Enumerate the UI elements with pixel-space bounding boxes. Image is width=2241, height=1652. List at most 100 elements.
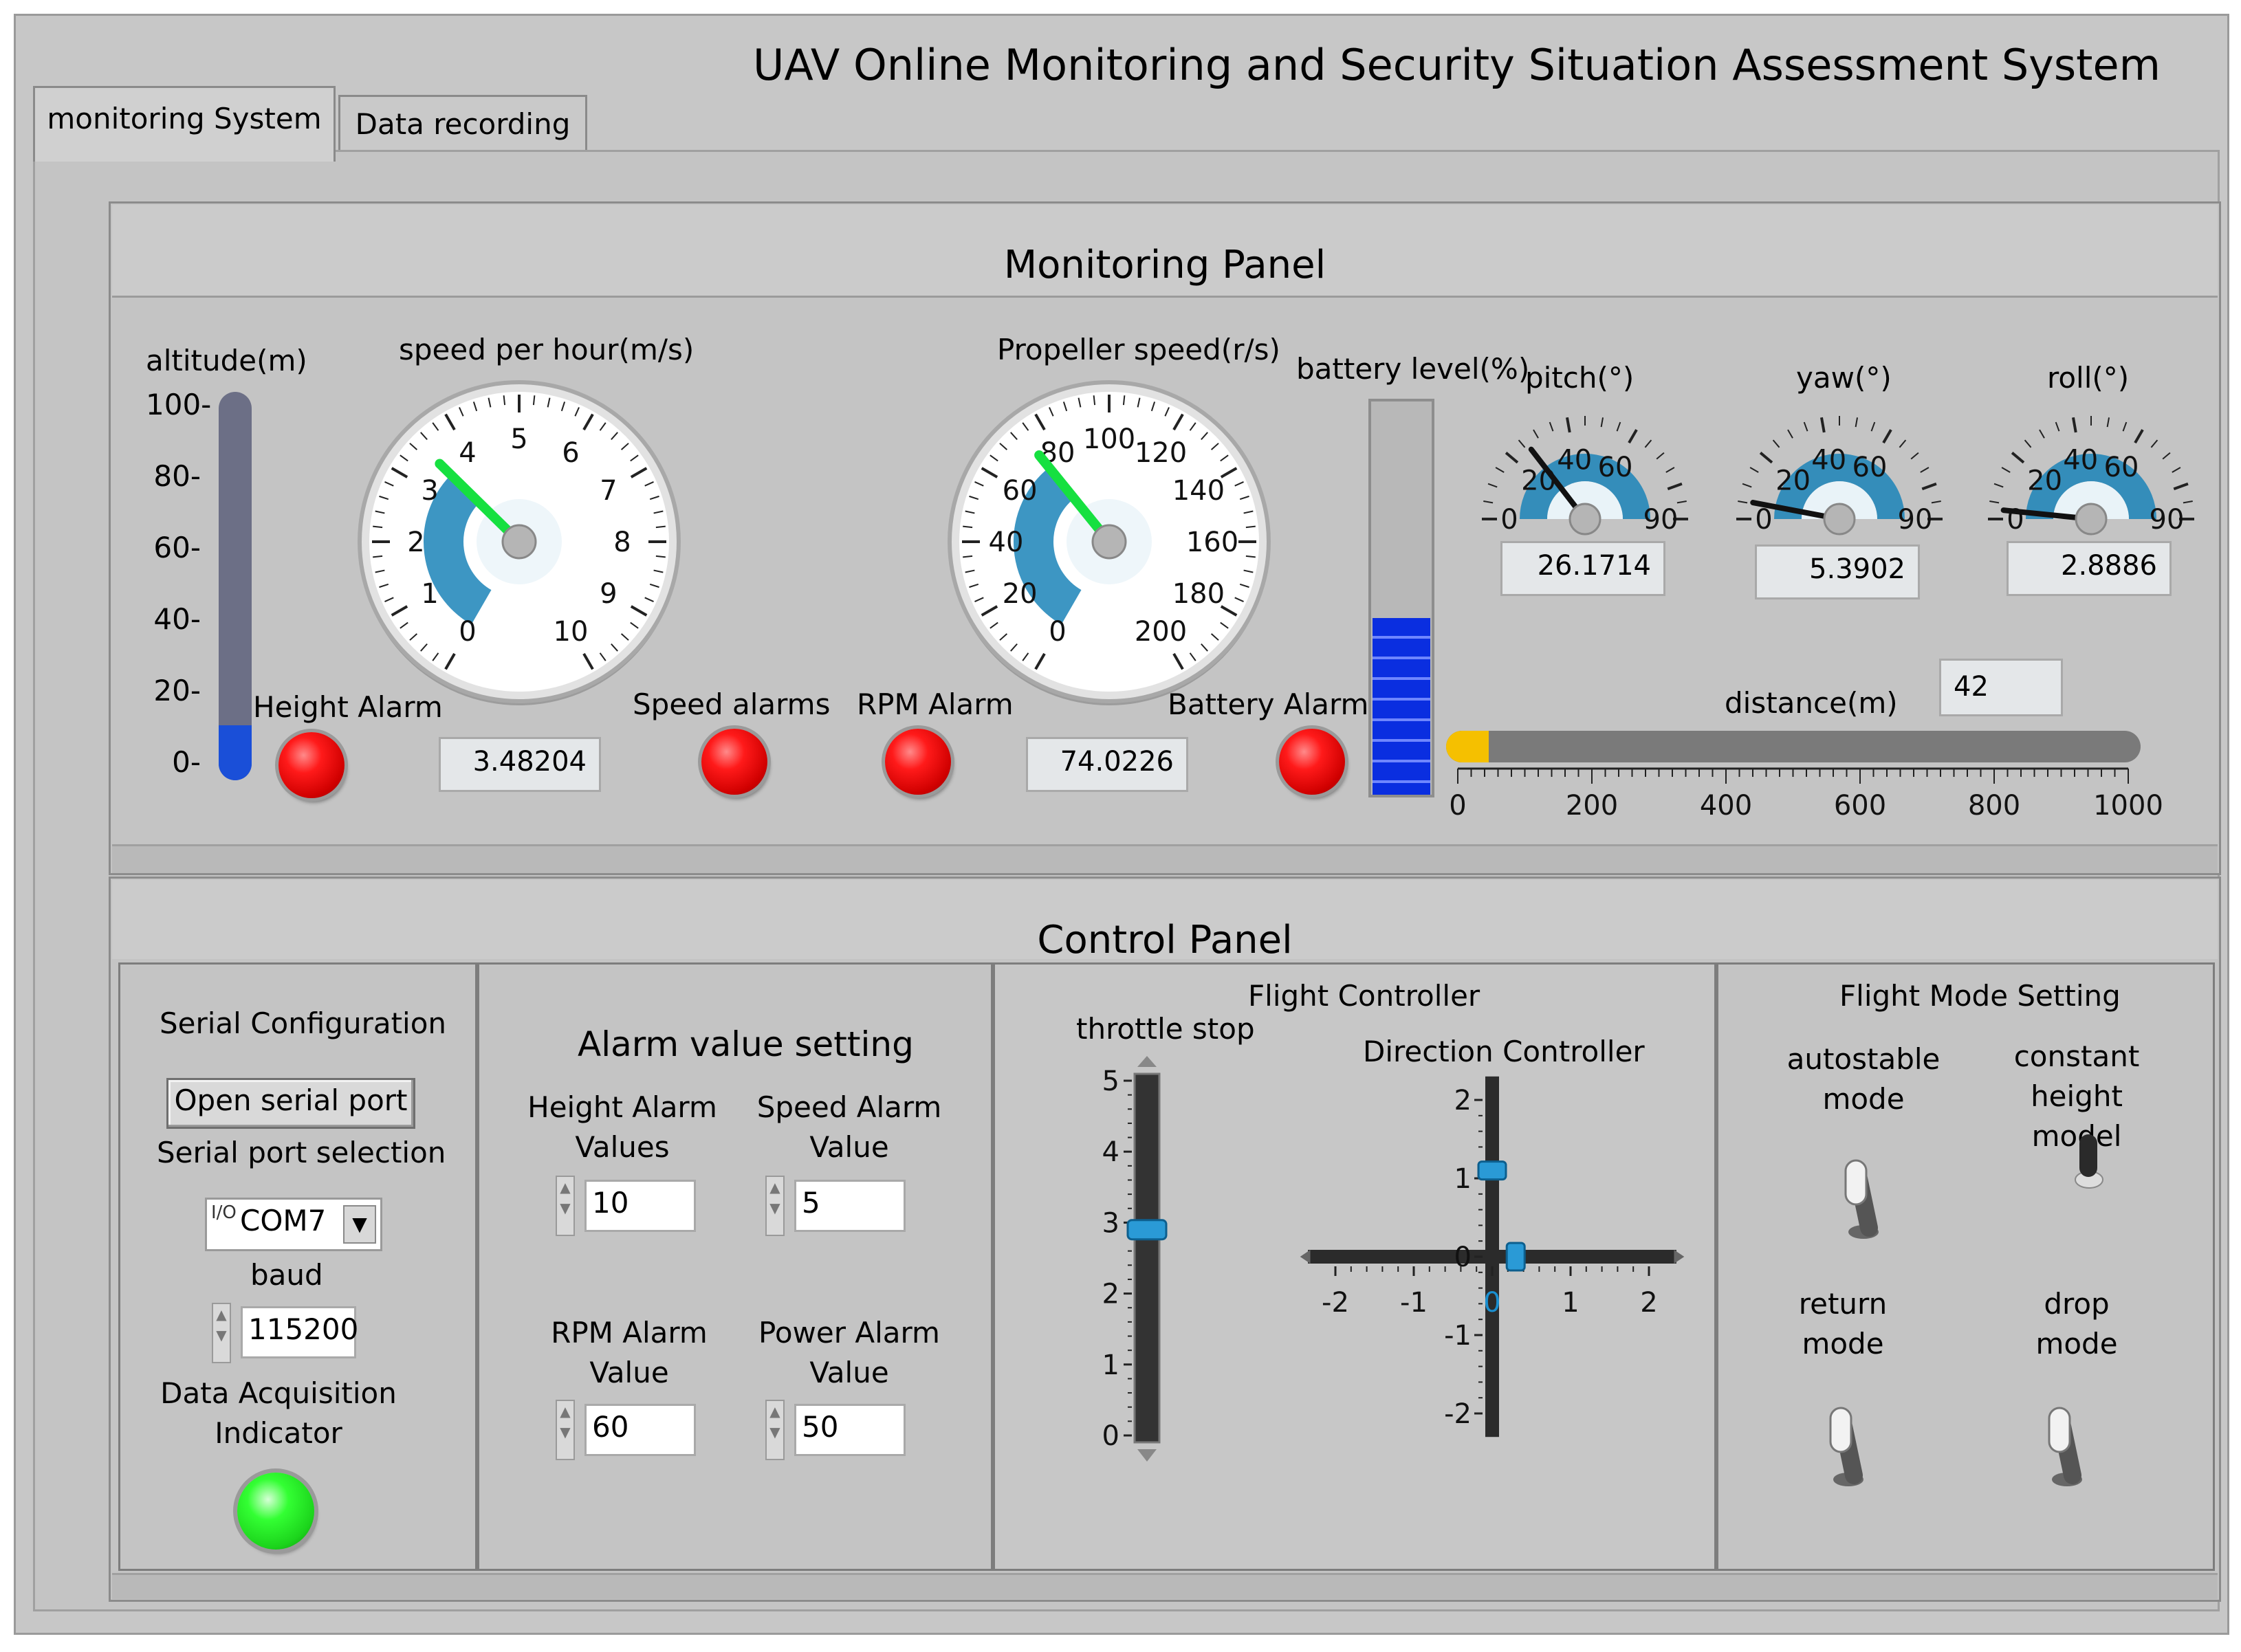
- speed-gauge-tick: [472, 401, 478, 412]
- throttle-slider[interactable]: 5 4 3 2 1 0: [1073, 1052, 1210, 1471]
- tab-data-recording[interactable]: Data recording: [338, 95, 587, 151]
- pitch-label: pitch(°): [1525, 361, 1635, 395]
- open-serial-port-button[interactable]: Open serial port: [166, 1078, 415, 1129]
- pitch-gauge-tick-label: 90: [1643, 504, 1679, 536]
- rpm-alarm-label-line2: Value: [589, 1356, 669, 1389]
- roll-gauge-tick: [2183, 500, 2193, 504]
- speed-gauge-tick-label: 3: [421, 475, 438, 507]
- yaw-gauge-value-arc: [1774, 454, 1905, 520]
- rpm-alarm-input[interactable]: 60: [584, 1404, 696, 1456]
- propeller-gauge-tick-label: 160: [1186, 527, 1238, 558]
- propeller-gauge-tick: [1220, 605, 1238, 617]
- speed-gauge-label: speed per hour(m/s): [399, 333, 695, 366]
- flight-controller-section: [993, 962, 1716, 1571]
- pitch-gauge-tick: [1676, 500, 1687, 504]
- propeller-gauge-tick: [990, 621, 998, 629]
- constant-height-toggle[interactable]: [2063, 1127, 2118, 1196]
- baud-label: baud: [250, 1258, 323, 1292]
- propeller-gauge-tick: [1201, 432, 1208, 441]
- speed-gauge-tick: [620, 443, 629, 450]
- power-alarm-spinner[interactable]: ▲ ▼: [765, 1400, 785, 1460]
- direction-y-tick-label: 0: [1454, 1242, 1472, 1273]
- throttle-tick-label: 0: [1102, 1420, 1119, 1452]
- data-acquisition-label-line2: Indicator: [215, 1416, 342, 1450]
- speed-alarm-input[interactable]: 5: [794, 1180, 906, 1232]
- propeller-gauge-tick: [963, 555, 973, 558]
- direction-y-tick-label: -1: [1444, 1320, 1472, 1352]
- propeller-gauge-tick: [1243, 510, 1254, 514]
- direction-controller[interactable]: -2 -1 0 1 2 2 1 0 -1 -2: [1293, 1072, 1692, 1457]
- propeller-gauge-tick: [1220, 467, 1238, 478]
- propeller-gauge-tick-label: 40: [989, 527, 1024, 558]
- roll-gauge-tick-label: 20: [2027, 465, 2062, 496]
- direction-x-tick-label: -2: [1322, 1287, 1349, 1319]
- data-acquisition-label: Data Acquisition Indicator: [158, 1374, 399, 1453]
- propeller-gauge-tick-label: 0: [1049, 616, 1066, 648]
- pitch-gauge-tick: [1565, 417, 1571, 433]
- speed-gauge-tick: [599, 422, 606, 431]
- height-alarm-label: Height Alarm: [253, 690, 443, 724]
- yaw-gauge-tick-label: 0: [1755, 504, 1772, 536]
- speed-gauge-tick-label: 4: [459, 437, 476, 469]
- return-label-line1: return: [1798, 1287, 1888, 1321]
- distance-readout: 42: [1939, 659, 2063, 716]
- speed-gauge-tick: [459, 407, 464, 417]
- altitude-fill: [219, 725, 252, 780]
- pitch-gauge-tick-label: 60: [1598, 452, 1633, 483]
- baud-spinner[interactable]: ▲ ▼: [212, 1303, 231, 1363]
- propeller-gauge-tick: [1220, 454, 1229, 462]
- return-label-line2: mode: [1802, 1327, 1884, 1361]
- roll-readout: 2.8886: [2007, 541, 2172, 596]
- speed-gauge-tick: [432, 422, 439, 431]
- autostable-mode-toggle[interactable]: [1836, 1155, 1891, 1244]
- speed-gauge-tick: [400, 454, 408, 462]
- roll-gauge-tick: [2039, 429, 2045, 439]
- power-alarm-input[interactable]: 50: [794, 1404, 906, 1456]
- rpm-alarm-spinner[interactable]: ▲ ▼: [556, 1400, 575, 1460]
- yaw-gauge-tick: [1855, 417, 1859, 428]
- drop-mode-toggle[interactable]: [2040, 1402, 2095, 1492]
- speed-alarm-value-label: Speed Alarm Value: [746, 1088, 952, 1167]
- propeller-gauge-tick: [1022, 652, 1029, 661]
- direction-x-thumb: [1505, 1242, 1526, 1272]
- speed-gauge-tick-label: 8: [613, 527, 631, 558]
- direction-left-arrow: [1300, 1250, 1311, 1264]
- propeller-gauge-needle: [1034, 450, 1114, 547]
- speed-gauge-tick: [649, 583, 659, 588]
- altitude-tick-label: 100-: [146, 388, 212, 421]
- roll-gauge-tick: [2024, 439, 2032, 448]
- height-alarm-input[interactable]: 10: [584, 1180, 696, 1232]
- serial-port-selector[interactable]: I/O COM7 ▼: [205, 1198, 382, 1251]
- propeller-gauge-tick-label: 180: [1172, 578, 1225, 610]
- power-alarm-label-line2: Value: [809, 1356, 889, 1389]
- speed-gauge-tick: [653, 569, 664, 573]
- battery-alarm-label: Battery Alarm: [1168, 687, 1369, 721]
- roll-gauge-inner: [2053, 481, 2129, 519]
- speed-gauge-tick: [630, 467, 648, 478]
- height-alarm-spinner[interactable]: ▲ ▼: [556, 1176, 575, 1236]
- throttle-thumb: [1126, 1219, 1168, 1241]
- dropdown-arrow-icon[interactable]: ▼: [343, 1205, 376, 1244]
- battery-tank: [1368, 399, 1434, 797]
- propeller-gauge-tick: [1049, 407, 1054, 417]
- roll-label: roll(°): [2047, 361, 2130, 395]
- tab-monitoring-system[interactable]: monitoring System: [33, 86, 336, 162]
- speed-gauge-tick: [384, 481, 394, 487]
- speed-gauge-tick: [655, 555, 666, 558]
- direction-x-tick-label: -1: [1400, 1287, 1428, 1319]
- alarm-setting-title: Alarm value setting: [578, 1024, 914, 1064]
- data-acquisition-label-line1: Data Acquisition: [160, 1376, 397, 1410]
- propeller-gauge-tick: [1022, 422, 1029, 431]
- roll-gauge-tick: [2134, 429, 2144, 444]
- throttle-stop-label: throttle stop: [1076, 1012, 1255, 1046]
- power-alarm-label-line1: Power Alarm: [758, 1316, 940, 1350]
- baud-input[interactable]: 115200: [241, 1306, 358, 1358]
- speed-gauge: 01 2 34 5 67 8 9 10: [358, 380, 681, 705]
- return-mode-toggle[interactable]: [1821, 1402, 1876, 1492]
- speed-gauge-tick-label: 6: [562, 437, 579, 469]
- return-mode-label: return mode: [1740, 1284, 1946, 1364]
- speed-alarm-spinner[interactable]: ▲ ▼: [765, 1176, 785, 1236]
- constant-height-label: constant height model: [1967, 1037, 2187, 1156]
